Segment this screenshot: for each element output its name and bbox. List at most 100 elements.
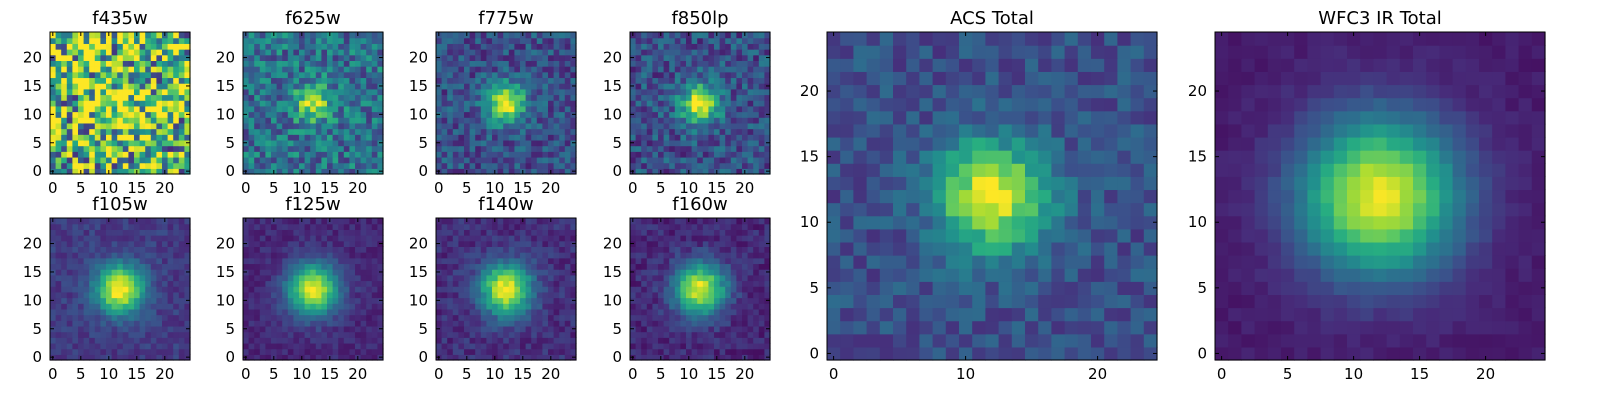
heatmap-cell <box>475 134 482 141</box>
heatmap-cell <box>100 303 107 310</box>
heatmap-cell <box>753 162 760 169</box>
heatmap-cell <box>680 303 687 310</box>
heatmap-cell <box>343 269 350 276</box>
heatmap-cell <box>310 257 317 265</box>
heatmap-cell <box>243 348 250 355</box>
heatmap-cell <box>764 280 771 287</box>
heatmap-cell <box>338 77 345 84</box>
heatmap-cell <box>486 257 493 265</box>
heatmap-cell <box>486 43 493 50</box>
heatmap-cell <box>299 139 306 147</box>
heatmap-cell <box>680 88 687 96</box>
heatmap-cell <box>669 348 676 355</box>
heatmap-cell <box>486 156 493 164</box>
heatmap-cell <box>441 297 448 304</box>
heatmap-cell <box>542 37 549 44</box>
heatmap-cell <box>475 77 482 84</box>
heatmap-cell <box>94 331 101 338</box>
heatmap-cell <box>503 314 510 321</box>
heatmap-cell <box>553 111 560 118</box>
heatmap-cell <box>360 37 367 44</box>
heatmap-cell <box>162 71 169 79</box>
heatmap-cell <box>106 54 113 61</box>
heatmap-cell <box>719 325 726 333</box>
heatmap-cell <box>55 105 62 113</box>
heatmap-cell <box>646 348 653 355</box>
heatmap-cell <box>248 43 255 50</box>
heatmap-cell <box>100 257 107 265</box>
heatmap-cell <box>708 66 715 73</box>
heatmap-cell <box>730 162 737 169</box>
heatmap-cell <box>134 280 141 287</box>
heatmap-cell <box>343 218 350 225</box>
heatmap-cell <box>758 342 765 350</box>
heatmap-cell <box>758 83 765 90</box>
heatmap-cell <box>61 168 68 175</box>
heatmap-cell <box>441 269 448 276</box>
heatmap-cell <box>139 77 146 84</box>
heatmap-cell <box>150 145 157 152</box>
heatmap-cell <box>276 139 283 147</box>
heatmap-cell <box>343 37 350 44</box>
heatmap-cell <box>276 83 283 90</box>
heatmap-cell <box>72 117 79 124</box>
heatmap-cell <box>78 240 85 247</box>
heatmap-cell <box>83 348 90 355</box>
heatmap-cell <box>542 139 549 147</box>
heatmap-cell <box>559 252 566 259</box>
heatmap-cell <box>652 168 659 175</box>
heatmap-cell <box>725 291 732 299</box>
heatmap-cell <box>173 134 180 141</box>
heatmap-cell <box>564 168 571 175</box>
heatmap-cell <box>674 71 681 79</box>
heatmap-cell <box>355 337 362 344</box>
heatmap-cell <box>360 122 367 130</box>
heatmap-cell <box>742 134 749 141</box>
heatmap-cell <box>559 139 566 147</box>
heatmap-cell <box>458 337 465 344</box>
heatmap-cell <box>89 162 96 169</box>
heatmap-cell <box>736 320 743 327</box>
heatmap-cell <box>371 280 378 287</box>
heatmap-cell <box>725 145 732 152</box>
heatmap-cell <box>464 252 471 259</box>
heatmap-cell <box>669 134 676 141</box>
heatmap-cell <box>508 229 515 236</box>
heatmap-cell <box>293 342 300 350</box>
heatmap-cell <box>480 257 487 265</box>
heatmap-cell <box>475 145 482 152</box>
heatmap-cell <box>702 342 709 350</box>
heatmap-cell <box>674 37 681 44</box>
heatmap-cell <box>117 151 124 158</box>
heatmap-cell <box>173 43 180 50</box>
heatmap-cell <box>150 122 157 130</box>
heatmap-cell <box>753 286 760 293</box>
heatmap-cell <box>106 128 113 135</box>
heatmap-cell <box>360 100 367 107</box>
heatmap-cell <box>265 342 272 350</box>
heatmap-cell <box>343 134 350 141</box>
heatmap-cell <box>714 66 721 73</box>
heatmap-cell <box>730 348 737 355</box>
heatmap-cell <box>497 105 504 113</box>
y-tick-label: 5 <box>225 134 235 152</box>
heatmap-cell <box>559 122 566 130</box>
heatmap-cell <box>310 223 317 230</box>
heatmap-cell <box>360 43 367 50</box>
heatmap-cell <box>338 151 345 158</box>
heatmap-cell <box>106 111 113 118</box>
heatmap-cell <box>83 252 90 259</box>
heatmap-cell <box>156 83 163 90</box>
y-tick-label: 15 <box>603 77 622 95</box>
heatmap-cell <box>708 122 715 130</box>
heatmap-cell <box>139 223 146 230</box>
heatmap-cell <box>355 128 362 135</box>
heatmap-cell <box>117 325 124 333</box>
heatmap-cell <box>167 88 174 96</box>
heatmap-cell <box>134 43 141 50</box>
heatmap-cell <box>315 240 322 247</box>
heatmap-cell <box>106 49 113 56</box>
heatmap-cell <box>646 331 653 338</box>
heatmap-cell <box>299 66 306 73</box>
heatmap-cell <box>492 83 499 90</box>
